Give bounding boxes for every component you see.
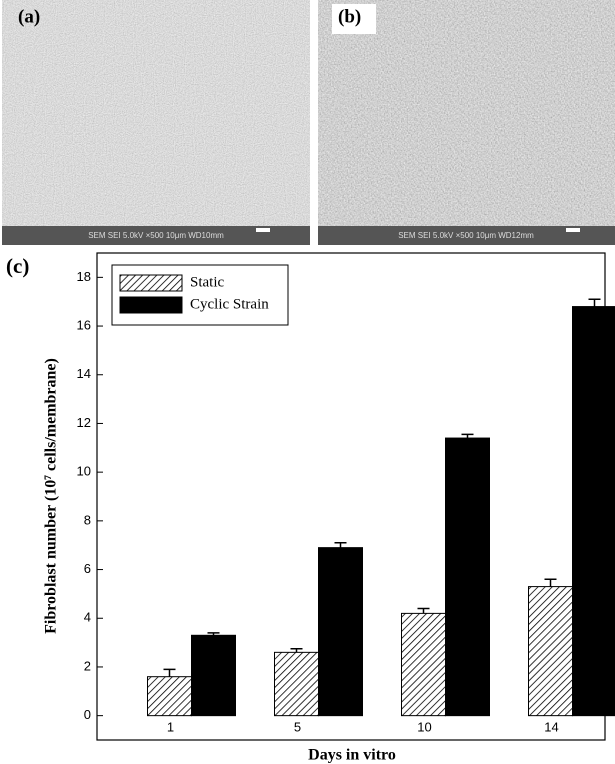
x-axis-label: Days in vitro xyxy=(308,747,396,764)
y-tick-label: 8 xyxy=(84,512,91,527)
y-tick-label: 10 xyxy=(77,464,91,479)
bar xyxy=(147,676,192,717)
error-bar xyxy=(544,578,557,587)
y-tick-label: 2 xyxy=(84,658,91,673)
bar xyxy=(274,651,319,717)
error-bar xyxy=(334,542,347,548)
x-tick-label: 1 xyxy=(167,719,174,734)
x-tick-label: 14 xyxy=(544,719,558,734)
error-bar xyxy=(417,607,430,614)
error-bar xyxy=(290,647,303,653)
sem-image-a: SEM SEI 5.0kV ×500 10μm WD10mm (a) xyxy=(2,0,310,245)
y-axis-label: Fibroblast number (10⁷ cells/membrane) xyxy=(43,358,60,634)
bar xyxy=(401,612,446,717)
panel-label: (b) xyxy=(338,6,361,27)
error-bar xyxy=(163,668,176,677)
bar xyxy=(572,306,615,717)
legend-swatch xyxy=(119,296,183,314)
bar xyxy=(191,634,236,717)
y-tick-label: 14 xyxy=(77,366,91,381)
x-tick-label: 10 xyxy=(417,719,431,734)
legend-label: Cyclic Strain xyxy=(190,296,269,312)
legend-label: Static xyxy=(190,274,225,290)
y-tick-label: 0 xyxy=(84,707,91,722)
error-bar xyxy=(461,433,474,439)
bar xyxy=(445,437,490,717)
sem-image-b: SEM SEI 5.0kV ×500 10μm WD12mm (b) xyxy=(318,0,615,245)
legend-swatch xyxy=(119,274,183,292)
panel-label: (c) xyxy=(6,254,29,278)
error-bar xyxy=(207,632,220,636)
y-tick-label: 4 xyxy=(84,610,91,625)
y-tick-label: 6 xyxy=(84,561,91,576)
x-tick-label: 5 xyxy=(294,719,301,734)
y-tick-label: 16 xyxy=(77,317,91,332)
y-tick-label: 18 xyxy=(77,269,91,284)
error-bar xyxy=(588,298,601,307)
sem-info: SEM SEI 5.0kV ×500 10μm WD10mm xyxy=(88,231,224,240)
panel-label: (a) xyxy=(18,6,40,27)
y-tick-label: 12 xyxy=(77,415,91,430)
sem-info: SEM SEI 5.0kV ×500 10μm WD12mm xyxy=(398,231,534,240)
bar xyxy=(528,586,573,717)
bar xyxy=(318,547,363,717)
